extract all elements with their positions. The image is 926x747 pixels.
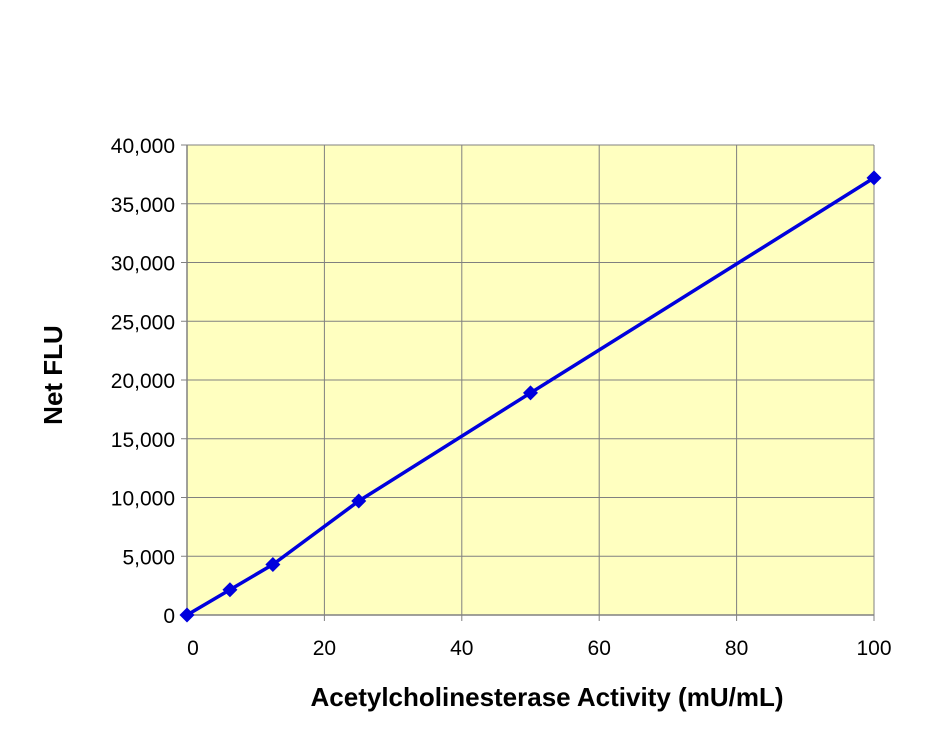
y-tick-label: 40,000: [111, 135, 175, 158]
y-axis-ticks: 0 5,000 10,000 15,000 20,000 25,000 30,000 35,0…: [111, 135, 187, 628]
y-tick-label: 35,000: [111, 194, 175, 217]
y-axis-title: Net FLU: [38, 325, 68, 425]
y-tick-label: 5,000: [122, 546, 175, 569]
x-tick-label: 20: [313, 637, 336, 660]
x-axis-title: Acetylcholinesterase Activity (mU/mL): [311, 682, 784, 712]
x-axis-ticks: 0 20 40 60 80 100: [186, 615, 892, 660]
data-point: [351, 493, 367, 509]
y-tick-label: 15,000: [111, 429, 175, 452]
x-tick-label: 60: [588, 637, 611, 660]
y-tick-label: 20,000: [111, 370, 175, 393]
gridlines: [187, 144, 875, 615]
data-point: [179, 607, 195, 623]
data-point: [222, 582, 238, 598]
y-tick-label: 30,000: [111, 253, 175, 276]
y-tick-label: 10,000: [111, 488, 175, 511]
series-line: [186, 176, 875, 617]
series-group: [179, 170, 882, 623]
data-point: [523, 385, 538, 401]
y-tick-label: 0: [163, 605, 175, 628]
x-tick-label: 100: [856, 637, 891, 660]
y-tick-label: 25,000: [111, 311, 175, 334]
data-point: [866, 170, 882, 186]
x-tick-label: 0: [187, 637, 199, 660]
x-tick-label: 40: [450, 637, 473, 660]
data-point: [265, 556, 281, 572]
x-tick-label: 80: [725, 637, 748, 660]
